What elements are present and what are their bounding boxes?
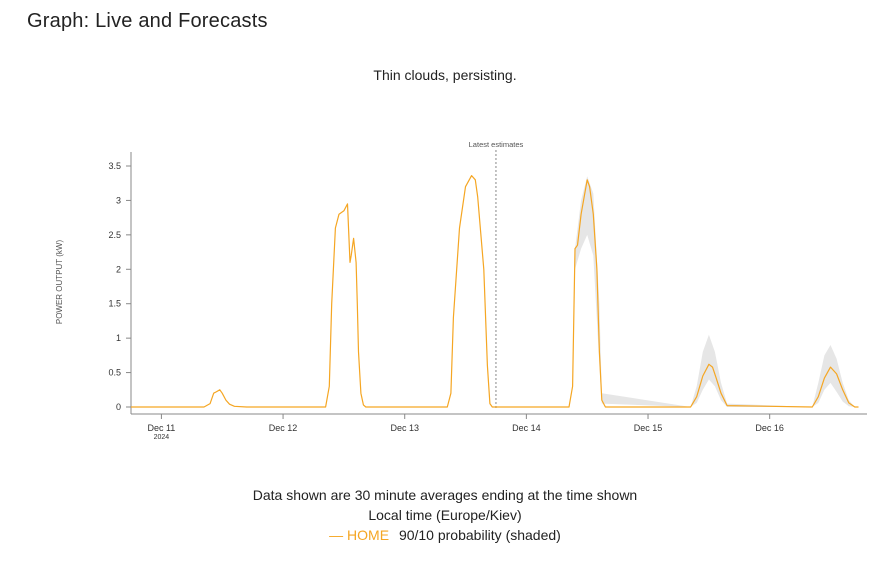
y-tick-label: 3.5 bbox=[108, 161, 121, 171]
legend: — HOME 90/10 probability (shaded) bbox=[0, 527, 890, 543]
y-tick-label: 3 bbox=[116, 195, 121, 205]
legend-line-swatch: — bbox=[329, 527, 344, 543]
x-tick-year-label: 2024 bbox=[154, 434, 170, 441]
probability-band bbox=[575, 176, 855, 407]
power-chart: Latest estimates 0 0.5 1 1.5 2 2.5 3 3.5 Dec 112… bbox=[55, 140, 867, 441]
y-tick-label: 0 bbox=[116, 402, 121, 412]
x-tick-label: Dec 11 bbox=[147, 423, 175, 433]
series-line-home bbox=[131, 175, 859, 408]
latest-estimates-label: Latest estimates bbox=[469, 140, 524, 149]
x-tick-label: Dec 13 bbox=[390, 423, 419, 433]
legend-item-home[interactable]: HOME bbox=[347, 527, 390, 543]
y-tick-label: 1 bbox=[116, 333, 121, 343]
legend-band-note: 90/10 probability (shaded) bbox=[398, 527, 561, 543]
y-axis-label: POWER OUTPUT (kW) bbox=[55, 240, 64, 325]
chart-subtitle: Thin clouds, persisting. bbox=[373, 67, 517, 83]
footer-timezone: Local time (Europe/Kiev) bbox=[368, 507, 522, 523]
probability-band-layer bbox=[575, 176, 855, 407]
x-tick-label: Dec 15 bbox=[634, 423, 663, 433]
page-title: Graph: Live and Forecasts bbox=[27, 10, 268, 32]
y-tick-label: 0.5 bbox=[108, 368, 121, 378]
x-tick-label: Dec 16 bbox=[755, 423, 784, 433]
y-tick-label: 1.5 bbox=[108, 299, 121, 309]
latest-estimates-marker-layer: Latest estimates bbox=[469, 140, 524, 408]
y-tick-label: 2.5 bbox=[108, 230, 121, 240]
x-tick-label: Dec 12 bbox=[269, 423, 298, 433]
footer-note: Data shown are 30 minute averages ending… bbox=[252, 487, 638, 503]
series-line-layer bbox=[131, 175, 859, 408]
y-tick-label: 2 bbox=[116, 264, 121, 274]
x-tick-label: Dec 14 bbox=[512, 423, 541, 433]
